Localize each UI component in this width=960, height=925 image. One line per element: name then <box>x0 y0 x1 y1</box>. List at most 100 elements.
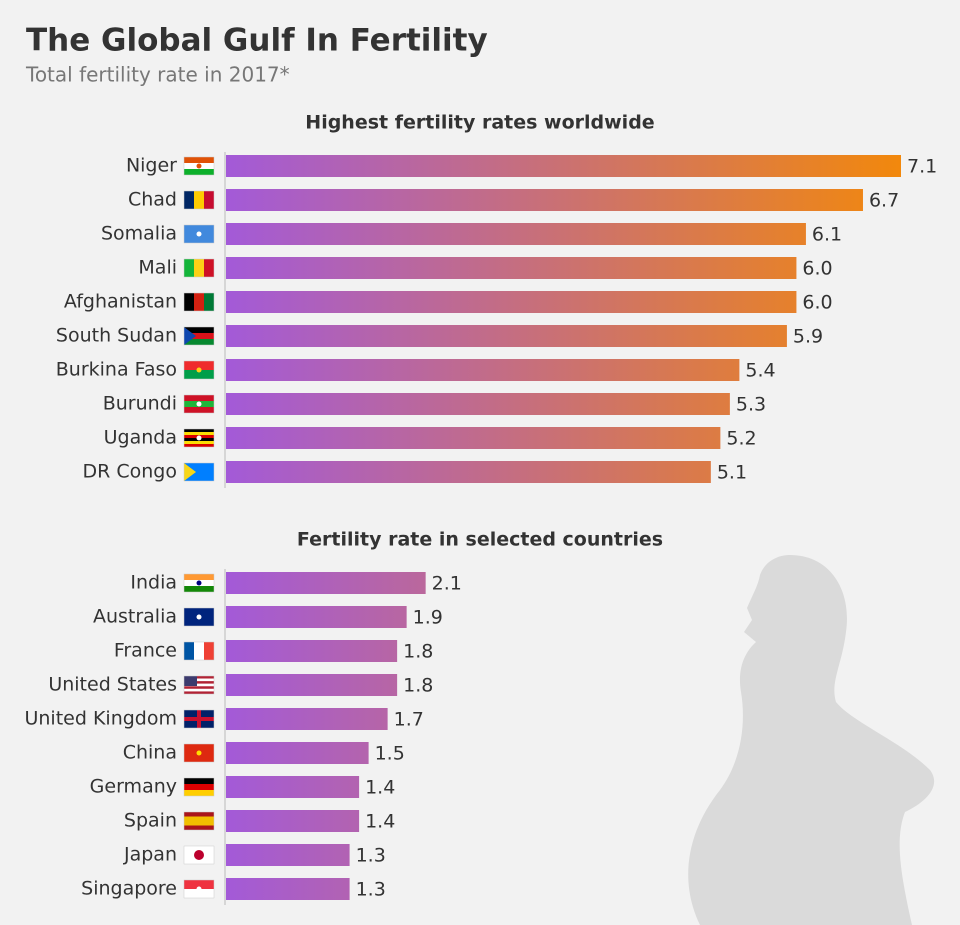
category-label: Germany <box>90 776 177 798</box>
flag-stripe <box>184 678 214 682</box>
bar <box>226 325 787 347</box>
flag-stripe <box>184 825 214 830</box>
flag-stripe <box>194 642 204 660</box>
value-label: 5.1 <box>717 462 747 484</box>
bar <box>226 223 806 245</box>
category-label: United Kingdom <box>24 708 177 730</box>
flag-stripe <box>184 816 214 821</box>
category-label: Uganda <box>104 427 177 449</box>
bar <box>226 189 863 211</box>
bar <box>226 742 369 764</box>
flag-stripe <box>184 784 214 790</box>
flag-stripe <box>204 293 214 311</box>
flag-stripe <box>184 574 214 580</box>
chart-title: Fertility rate in selected countries <box>297 529 663 551</box>
flag-stripe <box>184 441 214 444</box>
bar <box>226 257 797 279</box>
flag-border <box>183 190 215 210</box>
flag-canton <box>184 676 197 686</box>
flag-stripe <box>184 395 214 401</box>
flag-border <box>183 360 215 380</box>
category-label: DR Congo <box>83 461 178 483</box>
flag-stripe <box>194 293 204 311</box>
flag-stripe <box>184 370 214 379</box>
bar <box>226 708 388 730</box>
flag-stripe <box>204 642 214 660</box>
bar <box>226 674 398 696</box>
flag-stripe <box>184 169 214 175</box>
value-label: 5.9 <box>793 326 823 348</box>
flag-emblem <box>196 401 202 407</box>
flag-border <box>183 156 215 176</box>
page-title: The Global Gulf In Fertility <box>26 23 488 59</box>
flag-emblem <box>196 231 202 237</box>
bar <box>226 776 360 798</box>
value-label: 5.4 <box>745 360 775 382</box>
flag-stripe <box>184 889 214 898</box>
flag-emblem <box>196 750 202 756</box>
flag-stripe <box>184 333 214 339</box>
category-label: Burundi <box>103 393 177 415</box>
flag-stripe <box>184 880 214 889</box>
flag-stripe <box>184 688 214 692</box>
category-label: Australia <box>93 606 177 628</box>
flag-border <box>183 292 215 312</box>
flag-border <box>183 573 215 593</box>
value-label: 1.9 <box>413 607 443 629</box>
value-label: 6.1 <box>812 224 842 246</box>
flag-border <box>183 258 215 278</box>
flag-stripe <box>194 191 204 209</box>
bar <box>226 427 721 449</box>
value-label: 5.2 <box>726 428 756 450</box>
flag-stripe <box>184 293 194 311</box>
category-label: Afghanistan <box>64 291 177 313</box>
bar <box>226 155 901 177</box>
bar <box>226 606 407 628</box>
category-label: Somalia <box>101 223 177 245</box>
category-label: Singapore <box>81 878 177 900</box>
flag-stripe <box>184 676 214 679</box>
category-label: India <box>130 572 177 594</box>
chart-title: Highest fertility rates worldwide <box>305 112 654 134</box>
category-label: Japan <box>123 844 177 866</box>
flag-stripe <box>204 191 214 209</box>
flag-stripe <box>184 327 214 333</box>
flag-emblem <box>196 163 202 169</box>
flag-stripe <box>184 681 214 684</box>
value-label: 5.3 <box>736 394 766 416</box>
flag-border <box>183 709 215 729</box>
flag-stripe <box>184 642 194 660</box>
flag-stripe <box>184 586 214 592</box>
category-label: Niger <box>126 155 177 177</box>
flag-stripe <box>184 432 214 435</box>
flag-border <box>183 743 215 763</box>
flag-border <box>183 879 215 899</box>
flag-stripe <box>204 259 214 277</box>
value-label: 1.4 <box>365 777 395 799</box>
flag-cross <box>184 717 214 721</box>
category-label: Spain <box>124 810 177 832</box>
flag-stripe <box>184 778 214 784</box>
flag-border <box>183 777 215 797</box>
flag-border <box>183 224 215 244</box>
flag-border <box>183 607 215 627</box>
flag-emblem <box>196 435 202 441</box>
flag-triangle <box>184 327 196 345</box>
flag-stripe <box>184 157 214 163</box>
bar <box>226 878 350 900</box>
flag-border <box>183 811 215 831</box>
category-label: United States <box>48 674 177 696</box>
bar <box>226 393 730 415</box>
flag-border <box>183 326 215 346</box>
bar <box>226 359 740 381</box>
flag-stripe <box>194 259 204 277</box>
value-label: 1.3 <box>356 845 386 867</box>
value-label: 1.8 <box>403 675 433 697</box>
flag-stripe <box>184 407 214 413</box>
flag-emblem <box>194 850 204 860</box>
value-label: 7.1 <box>907 156 937 178</box>
flag-stripe <box>184 339 214 345</box>
flag-stripe <box>184 686 214 689</box>
category-label: Chad <box>128 189 177 211</box>
